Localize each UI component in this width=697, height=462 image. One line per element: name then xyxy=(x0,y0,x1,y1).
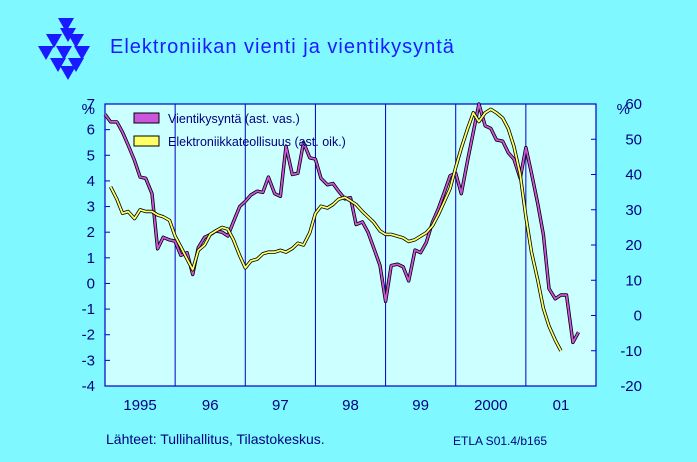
legend-swatch-0 xyxy=(133,112,160,124)
left-tick-label-8: -1 xyxy=(82,301,95,318)
right-axis-unit: % xyxy=(617,101,630,118)
right-tick-label-6: 0 xyxy=(634,308,642,325)
left-tick-label-1: 6 xyxy=(87,122,95,139)
right-tick-label-0: 60 xyxy=(625,96,642,113)
x-tick-label-3: 98 xyxy=(342,397,359,414)
chart-title: Elektroniikan vienti ja vientikysyntä xyxy=(110,36,455,58)
legend-label-0: Vientikysyntä (ast. vas.) xyxy=(168,112,300,126)
right-tick-label-3: 30 xyxy=(625,202,642,219)
x-tick-label-0: 1995 xyxy=(123,397,156,414)
left-tick-label-5: 2 xyxy=(87,224,95,241)
x-tick-label-4: 99 xyxy=(412,397,429,414)
left-tick-label-7: 0 xyxy=(87,275,95,292)
etla-logo-icon xyxy=(38,18,90,80)
left-tick-label-2: 5 xyxy=(87,147,95,164)
right-tick-label-2: 40 xyxy=(625,167,642,184)
left-tick-label-9: -2 xyxy=(82,327,95,344)
legend-label-1: Elektroniikkateollisuus (ast. oik.) xyxy=(168,135,346,149)
left-tick-label-3: 4 xyxy=(87,173,95,190)
x-tick-label-2: 97 xyxy=(272,397,289,414)
right-tick-label-8: -20 xyxy=(620,378,642,395)
left-tick-label-10: -3 xyxy=(82,352,95,369)
left-tick-label-11: -4 xyxy=(82,378,95,395)
series-1-line xyxy=(109,108,562,352)
left-tick-label-4: 3 xyxy=(87,199,95,216)
x-tick-label-5: 2000 xyxy=(474,397,507,414)
left-tick-label-6: 1 xyxy=(87,250,95,267)
right-tick-label-4: 20 xyxy=(625,237,642,254)
x-tick-label-1: 96 xyxy=(202,397,219,414)
right-tick-label-7: -10 xyxy=(620,343,642,360)
left-tick-label-0: 7 xyxy=(87,96,95,113)
chart-code: ETLA S01.4/b165 xyxy=(453,434,548,448)
legend-swatch-1 xyxy=(133,135,160,147)
sources-note: Lähteet: Tullihallitus, Tilastokeskus. xyxy=(106,431,325,447)
right-tick-label-1: 50 xyxy=(625,131,642,148)
right-tick-label-5: 10 xyxy=(625,272,642,289)
left-axis-unit: % xyxy=(82,101,95,118)
x-tick-label-6: 01 xyxy=(553,397,570,414)
